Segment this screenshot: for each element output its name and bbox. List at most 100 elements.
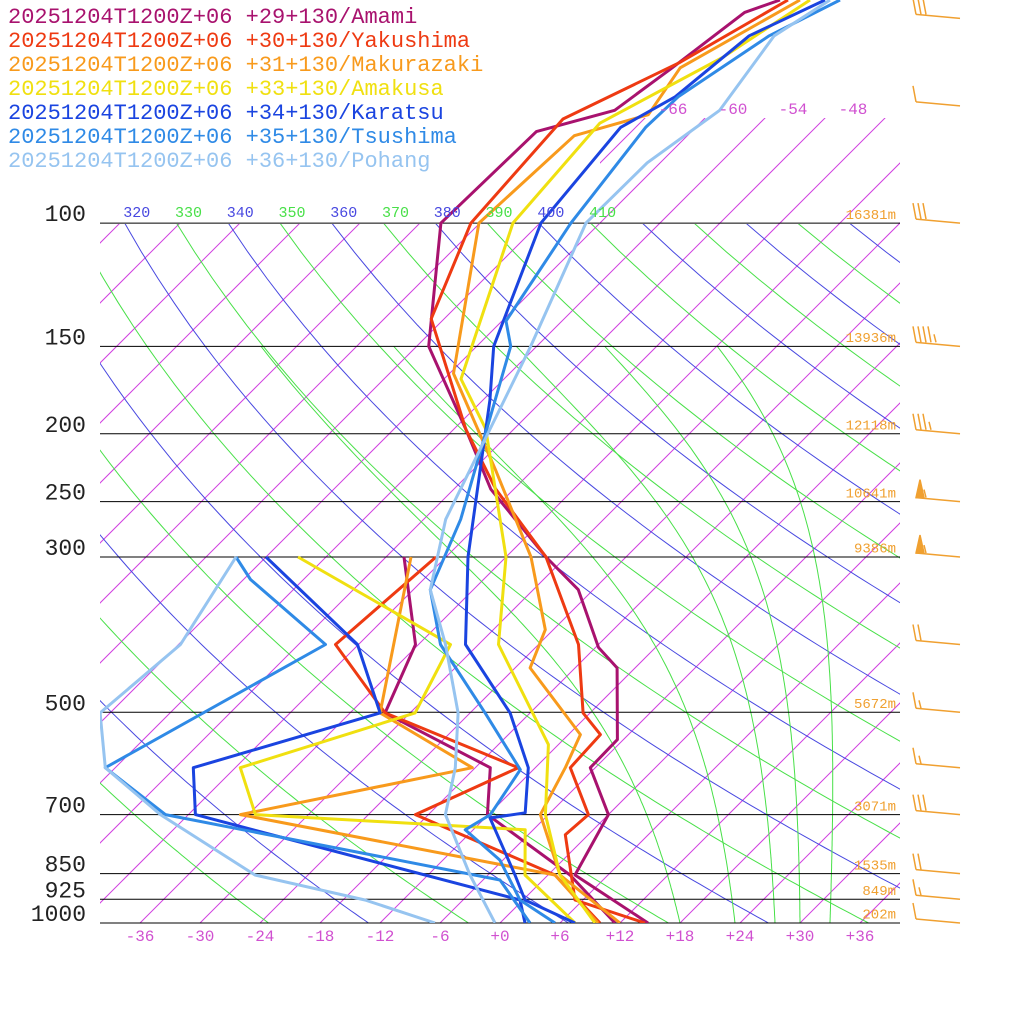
x-tick-label: +18	[666, 928, 695, 946]
x-tick-label: +0	[490, 928, 509, 946]
x-tick-label: -12	[366, 928, 395, 946]
isotherm	[499, 118, 900, 923]
barb-half	[923, 489, 927, 498]
x-tick-label: -36	[126, 928, 155, 946]
barb-full	[917, 0, 922, 15]
height-label: 5672m	[854, 697, 896, 713]
theta-label: 410	[589, 205, 616, 222]
barb-staff	[915, 218, 961, 224]
height-label: 202m	[862, 908, 896, 924]
dewpoint-line	[238, 555, 577, 923]
barb-full	[922, 413, 927, 430]
dry-adiabat	[538, 224, 900, 515]
wind-barb	[912, 202, 961, 224]
isotherm	[259, 118, 900, 923]
barb-full	[912, 624, 917, 641]
adiabats	[100, 224, 900, 923]
barb-half	[933, 334, 937, 343]
isotherm	[100, 118, 900, 923]
barb-half	[928, 421, 932, 430]
isotherm	[319, 118, 900, 923]
x-tick-label: -24	[246, 928, 275, 946]
barb-full	[912, 0, 917, 15]
barb-full	[912, 902, 917, 920]
isotherm	[100, 118, 861, 923]
dry-adiabat	[487, 224, 900, 559]
x-tick-label: +30	[786, 928, 815, 946]
height-label: 16381m	[846, 208, 896, 224]
barb-staff	[915, 429, 961, 435]
isotherm-label: -66	[659, 101, 688, 119]
isotherm	[139, 118, 900, 923]
isotherm-label: -48	[839, 101, 868, 119]
wind-barb	[912, 624, 961, 646]
legend-entry: 20251204T1200Z+06 +36+130/Pohang	[8, 149, 430, 174]
isotherm-label: -54	[779, 101, 808, 119]
barb-staff	[915, 101, 961, 107]
barb-full	[922, 0, 927, 15]
wind-barb	[912, 853, 961, 875]
theta-label: 380	[434, 205, 461, 222]
isotherm	[859, 118, 900, 923]
isotherm	[679, 118, 900, 923]
barb-full	[917, 794, 922, 811]
barb-flag	[915, 534, 925, 554]
isotherm	[100, 118, 900, 923]
traces	[100, 0, 841, 923]
wind-barb	[912, 692, 961, 714]
theta-label: 400	[537, 205, 564, 222]
moist-adiabat	[515, 345, 776, 923]
temperature-line	[428, 0, 831, 923]
pressure-label: 500	[45, 691, 86, 717]
pressure-label: 150	[45, 325, 86, 351]
height-label: 10641m	[846, 486, 896, 502]
isotherm	[100, 118, 900, 923]
isotherm	[799, 118, 900, 923]
pressure-label: 925	[45, 878, 86, 904]
wind-barb	[912, 85, 961, 107]
isotherm	[379, 118, 900, 923]
x-tick-label: -18	[306, 928, 335, 946]
theta-label: 320	[123, 205, 150, 222]
isotherm	[100, 118, 801, 923]
barb-full	[912, 413, 917, 430]
wind-barb	[912, 413, 961, 435]
wind-barb	[912, 747, 961, 769]
theta-label: 330	[175, 205, 202, 222]
moist-adiabat	[393, 345, 736, 923]
barb-half	[923, 544, 927, 554]
pressure-label: 100	[45, 202, 86, 228]
isotherm	[100, 118, 900, 923]
barb-half	[918, 755, 922, 764]
barb-full	[912, 692, 917, 709]
height-label: 12118m	[846, 418, 896, 434]
dry-adiabat	[797, 224, 900, 304]
barb-staff	[915, 809, 961, 816]
barb-full	[912, 794, 917, 811]
x-tick-label: +36	[846, 928, 875, 946]
barb-full	[912, 85, 917, 103]
height-label: 9386m	[854, 542, 896, 558]
isotherm-label: -60	[719, 101, 748, 119]
barb-full	[912, 202, 917, 220]
temperature-line	[464, 0, 826, 923]
moist-adiabat	[716, 346, 834, 923]
wind-barb	[915, 479, 961, 503]
pressure-label: 700	[45, 794, 86, 820]
barb-full	[917, 326, 922, 343]
barb-full	[917, 624, 922, 641]
barb-staff	[915, 13, 961, 20]
isotherm	[619, 118, 900, 923]
pressure-lines	[100, 222, 900, 924]
wind-barb	[912, 794, 961, 816]
dewpoint-line	[238, 556, 600, 923]
moist-adiabat	[260, 345, 681, 923]
legend-entry: 20251204T1200Z+06 +35+130/Tsushima	[8, 125, 457, 150]
barb-half	[918, 887, 922, 896]
labels: 100 16381m 150 13936m 200 12118m 250 10641m 300 9…	[8, 0, 961, 946]
legend-entry: 20251204T1200Z+06 +34+130/Karatsu	[8, 101, 444, 126]
isotherm	[100, 118, 741, 923]
barb-staff	[915, 341, 961, 348]
theta-label: 350	[279, 205, 306, 222]
wind-barb	[912, 879, 961, 901]
